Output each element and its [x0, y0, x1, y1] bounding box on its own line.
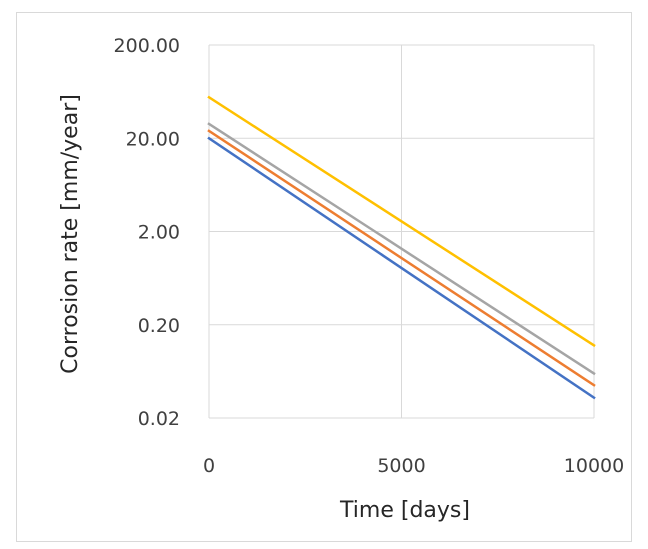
x-tick-label: 0 [203, 455, 215, 477]
x-axis-title: Time [days] [339, 498, 470, 523]
x-tick-label: 5000 [377, 455, 425, 477]
series-line-1 [207, 136, 596, 400]
y-axis-title: Corrosion rate [mm/year] [58, 94, 83, 374]
series-line-3 [207, 122, 596, 376]
series-line-4 [207, 95, 596, 348]
y-tick-labels: 200.00 20.00 2.00 0.20 0.02 [114, 35, 180, 430]
y-tick-label: 200.00 [114, 35, 180, 57]
x-tick-label: 10000 [564, 455, 624, 477]
series-lines [207, 95, 596, 400]
x-tick-labels: 0 5000 10000 [203, 455, 624, 477]
series-line-2 [207, 129, 596, 387]
y-tick-label: 0.20 [138, 315, 180, 337]
gridlines [208, 44, 595, 419]
chart-frame [16, 12, 632, 542]
y-tick-label: 0.02 [138, 408, 180, 430]
y-tick-label: 2.00 [138, 222, 180, 244]
y-tick-label: 20.00 [126, 128, 180, 150]
